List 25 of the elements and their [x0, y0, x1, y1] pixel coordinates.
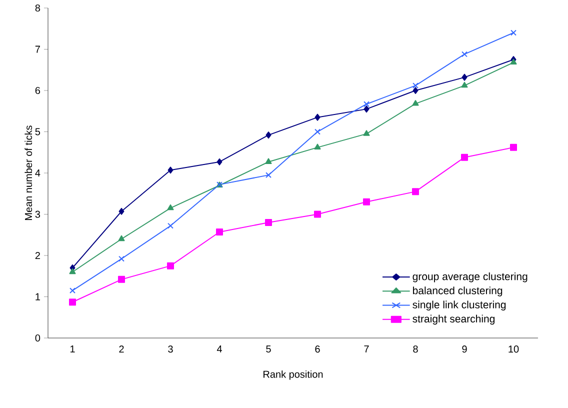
- y-tick-label: 7: [35, 46, 40, 53]
- x-tick-label: 8: [413, 346, 418, 353]
- x-tick-label: 7: [364, 346, 369, 352]
- x-tick-label: 10: [508, 346, 519, 353]
- y-tick-label: 1: [36, 293, 40, 300]
- y-tick-label: 0: [35, 334, 40, 342]
- x-tick-label: 6: [315, 346, 320, 353]
- x-tick-label: 2: [119, 346, 124, 353]
- x-tick-label: 5: [266, 346, 271, 353]
- x-axis-title: Rank position: [264, 370, 323, 380]
- y-tick-label: 2: [35, 252, 40, 259]
- y-tick-label: 6: [35, 86, 40, 94]
- y-tick-label: 4: [35, 170, 40, 176]
- x-tick-label: 9: [462, 346, 467, 353]
- x-tick-label: 3: [168, 346, 173, 353]
- y-axis-title: Mean number of ticks: [24, 126, 32, 220]
- x-tick-label: 1: [70, 346, 75, 352]
- legend-label: straight searching: [412, 314, 495, 325]
- y-tick-label: 5: [35, 128, 40, 136]
- legend-label: single link clustering: [412, 300, 506, 310]
- y-tick-label: 8: [35, 4, 40, 12]
- y-tick-label: 3: [35, 210, 40, 218]
- legend-label: balanced clustering: [413, 286, 502, 296]
- legend-label: group average clustering: [412, 272, 528, 282]
- x-tick-label: 4: [216, 346, 222, 352]
